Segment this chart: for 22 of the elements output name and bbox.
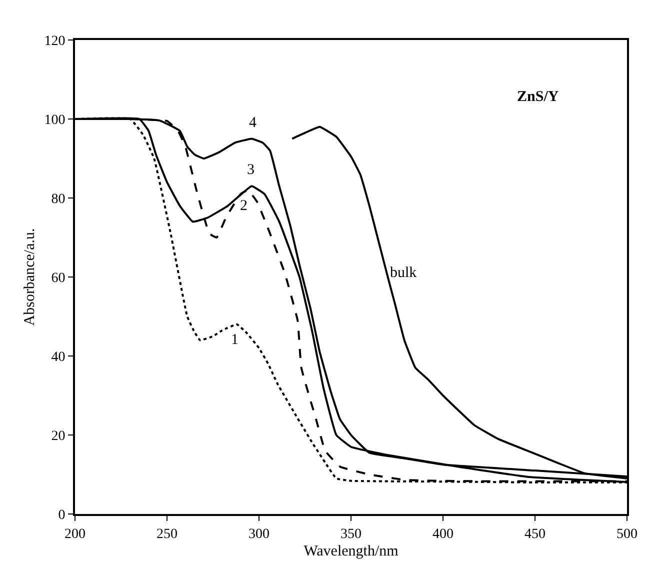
annotation: 3 — [247, 162, 254, 178]
x-tick-label: 300 — [248, 526, 270, 542]
annotation: 4 — [249, 115, 257, 131]
y-tick-label: 20 — [51, 428, 66, 444]
x-tick-label: 500 — [616, 526, 638, 542]
y-tick-label: 120 — [44, 34, 66, 49]
annotation: 2 — [240, 198, 248, 214]
x-tick-label: 200 — [64, 526, 86, 542]
x-tick-label: 350 — [340, 526, 362, 542]
x-tick-label: 250 — [156, 526, 178, 542]
annotation: bulk — [390, 265, 418, 281]
annotation: ZnS/Y — [517, 89, 559, 105]
y-tick-label: 0 — [58, 508, 66, 523]
x-tick-label: 400 — [432, 526, 454, 542]
x-axis-title: Wavelength/nm — [304, 543, 399, 560]
y-axis-title: Absorbance/a.u. — [22, 228, 38, 326]
y-tick-label: 80 — [51, 192, 66, 207]
y-tick-label: 100 — [44, 112, 66, 128]
y-tick-label: 40 — [51, 350, 66, 365]
y-tick-label: 60 — [51, 270, 66, 286]
annotation: 1 — [231, 332, 238, 348]
x-tick-label: 450 — [524, 526, 546, 542]
